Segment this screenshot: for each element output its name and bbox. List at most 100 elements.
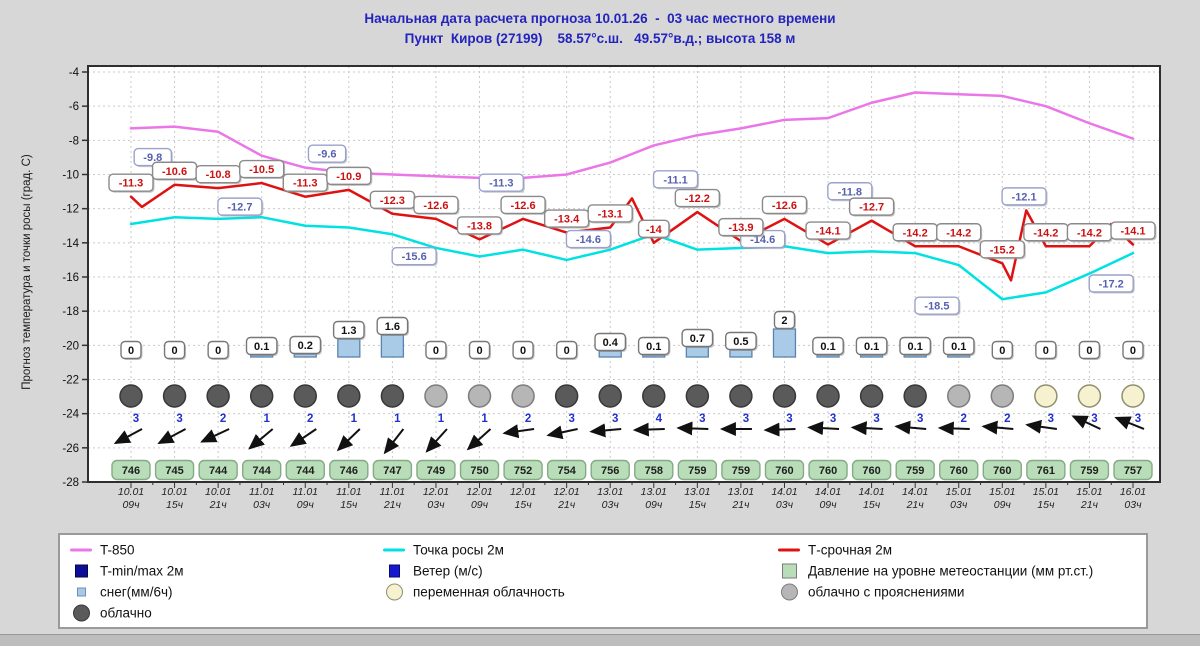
svg-text:3: 3 [830, 413, 836, 425]
svg-text:750: 750 [470, 465, 488, 477]
svg-text:03ч: 03ч [602, 499, 620, 511]
svg-text:3: 3 [743, 413, 749, 425]
dewpoint-line [129, 215, 1135, 301]
svg-text:759: 759 [1080, 465, 1098, 477]
svg-text:-26: -26 [62, 443, 79, 455]
line-pink-marker-icon [69, 548, 93, 552]
svg-text:-11.1: -11.1 [663, 174, 687, 186]
svg-text:744: 744 [209, 465, 228, 477]
svg-text:-12: -12 [62, 204, 79, 216]
svg-text:0.7: 0.7 [690, 333, 705, 345]
svg-text:2: 2 [961, 413, 967, 425]
svg-text:1: 1 [481, 413, 488, 425]
svg-text:0.4: 0.4 [603, 337, 619, 349]
legend-item-t850: T-850 [69, 543, 135, 558]
svg-text:-14.2: -14.2 [1033, 227, 1058, 239]
svg-text:-11.3: -11.3 [119, 178, 143, 190]
svg-text:-10.5: -10.5 [249, 164, 274, 176]
svg-text:3: 3 [1048, 413, 1054, 425]
svg-text:760: 760 [862, 465, 880, 477]
svg-text:-28: -28 [62, 477, 79, 489]
svg-text:759: 759 [906, 465, 924, 477]
svg-text:-14.2: -14.2 [946, 227, 971, 239]
square-lightblue-marker-icon [69, 587, 93, 597]
circle-gray-marker-icon [777, 583, 801, 601]
svg-text:745: 745 [165, 465, 183, 477]
svg-text:12.01: 12.01 [466, 486, 492, 498]
svg-text:0: 0 [476, 345, 482, 357]
svg-text:15.01: 15.01 [1076, 486, 1102, 498]
legend-item-partly-cloudy: переменная облачность [382, 583, 565, 601]
svg-text:09ч: 09ч [122, 499, 140, 511]
snow-row: 0 0 0 0.1 0.2 1.3 1.6 0 0 0 0 0.4 0.1 0.7 0.5 2 0.1 0.1 0.… [120, 310, 1145, 360]
svg-text:21ч: 21ч [383, 499, 402, 511]
legend-item-pressure: Давление на уровне метеостанции (мм рт.с… [777, 563, 1093, 579]
legend: T-850 T-min/max 2м снег(мм/6ч) облачно Точка… [58, 533, 1148, 629]
temp-labels: -11.3 -10.6 -10.8 -10.5 -11.3 -10.9 -12.3 -12.6… [108, 159, 1157, 260]
svg-text:2: 2 [1004, 413, 1010, 425]
svg-text:03ч: 03ч [950, 499, 968, 511]
svg-text:10.01: 10.01 [205, 486, 231, 498]
svg-text:15ч: 15ч [166, 499, 184, 511]
x-axis-labels: 10.0109ч10.0115ч10.0121ч11.0103ч11.0109ч… [118, 486, 1146, 511]
svg-text:15ч: 15ч [863, 499, 881, 511]
svg-text:0: 0 [999, 345, 1005, 357]
svg-text:-14: -14 [62, 238, 79, 250]
svg-text:10.01: 10.01 [118, 486, 144, 498]
svg-text:0.1: 0.1 [864, 341, 879, 353]
svg-text:-12.3: -12.3 [380, 195, 405, 207]
svg-text:1.6: 1.6 [385, 321, 400, 333]
svg-text:3: 3 [917, 413, 923, 425]
svg-text:760: 760 [819, 465, 837, 477]
svg-text:3: 3 [1135, 413, 1141, 425]
legend-item-snow: снег(мм/6ч) [69, 585, 172, 600]
svg-text:10.01: 10.01 [161, 486, 187, 498]
square-green-marker-icon [777, 563, 801, 579]
svg-text:0.1: 0.1 [820, 341, 835, 353]
svg-text:-8: -8 [69, 135, 79, 147]
svg-text:-14.1: -14.1 [816, 226, 841, 238]
svg-text:15.01: 15.01 [1033, 486, 1059, 498]
svg-text:747: 747 [383, 465, 401, 477]
svg-text:0: 0 [1086, 345, 1092, 357]
legend-item-label: Точка росы 2м [413, 542, 504, 558]
legend-item-label: T-min/max 2м [100, 563, 184, 579]
svg-text:-16: -16 [62, 272, 79, 284]
line-red-marker-icon [777, 548, 801, 552]
svg-text:-9.8: -9.8 [143, 152, 162, 164]
svg-text:09ч: 09ч [471, 499, 489, 511]
legend-item-broken-clouds: облачно с прояснениями [777, 583, 965, 601]
svg-text:11.01: 11.01 [293, 486, 319, 498]
svg-text:759: 759 [688, 465, 706, 477]
svg-text:09ч: 09ч [819, 499, 837, 511]
svg-text:759: 759 [732, 465, 750, 477]
svg-text:754: 754 [557, 465, 576, 477]
legend-item-overcast: облачно [69, 604, 152, 622]
square-navy-marker-icon [69, 564, 93, 578]
svg-text:760: 760 [993, 465, 1011, 477]
svg-text:-15.6: -15.6 [402, 251, 427, 263]
svg-text:744: 744 [253, 465, 272, 477]
svg-text:11.01: 11.01 [380, 486, 406, 498]
svg-text:12.01: 12.01 [510, 486, 536, 498]
svg-text:-22: -22 [62, 375, 79, 387]
plot-border [87, 65, 1161, 483]
svg-text:-4: -4 [69, 67, 80, 79]
svg-text:746: 746 [122, 465, 140, 477]
legend-item-label: облачно с прояснениями [808, 584, 965, 600]
svg-text:-13.4: -13.4 [554, 214, 580, 226]
svg-text:-17.2: -17.2 [1099, 279, 1124, 291]
svg-text:-10: -10 [62, 170, 79, 182]
svg-text:-12.6: -12.6 [423, 200, 448, 212]
svg-text:3: 3 [176, 413, 182, 425]
svg-text:-14: -14 [646, 224, 663, 236]
svg-text:-15.2: -15.2 [990, 244, 1015, 256]
svg-text:0: 0 [1043, 345, 1049, 357]
svg-text:3: 3 [612, 413, 618, 425]
svg-text:-12.7: -12.7 [227, 202, 252, 214]
svg-text:-20: -20 [62, 340, 79, 352]
svg-text:-24: -24 [62, 409, 79, 421]
svg-text:-12.7: -12.7 [859, 202, 884, 214]
svg-text:3: 3 [568, 413, 574, 425]
